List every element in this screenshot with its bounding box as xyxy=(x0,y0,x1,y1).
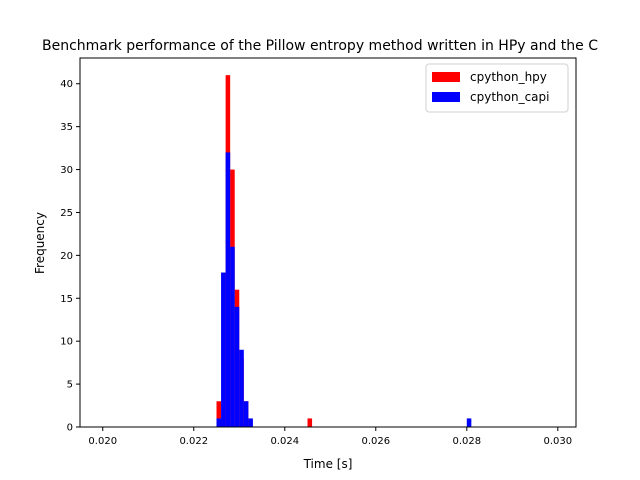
bar-cpython_capi-7 xyxy=(248,418,253,427)
bar-cpython_capi-3 xyxy=(230,246,235,427)
bars-group xyxy=(216,75,472,428)
legend-swatch-cpython_hpy xyxy=(432,72,460,82)
y-tick-label-5: 25 xyxy=(60,208,73,219)
y-tick-label-6: 30 xyxy=(60,165,73,176)
y-tick-label-8: 40 xyxy=(60,79,73,90)
y-tick-label-1: 5 xyxy=(67,380,73,391)
bar-cpython_capi-1 xyxy=(221,272,226,427)
legend-label-cpython_capi: cpython_capi xyxy=(470,90,549,104)
x-axis-label: Time [s] xyxy=(303,457,353,471)
y-axis-ticks: 0 5 10 15 20 25 30 35 40 xyxy=(60,79,80,434)
axes-frame xyxy=(79,57,577,428)
legend-box xyxy=(425,63,569,113)
x-tick-label-0: 0.020 xyxy=(88,436,117,447)
x-axis-ticks: 0.020 0.022 0.024 0.026 0.028 0.030 xyxy=(88,427,572,447)
bar-cpython_hpy-0 xyxy=(216,401,222,427)
legend: cpython_hpy cpython_capi xyxy=(425,63,569,113)
x-tick-label-2: 0.024 xyxy=(270,436,299,447)
y-tick-label-2: 10 xyxy=(60,337,73,348)
y-tick-label-3: 15 xyxy=(60,294,73,305)
x-tick-label-5: 0.030 xyxy=(543,436,572,447)
legend-label-cpython_hpy: cpython_hpy xyxy=(470,70,547,84)
x-tick-label-3: 0.026 xyxy=(361,436,390,447)
bar-cpython_capi-4 xyxy=(234,306,240,427)
bar-cpython_capi-6 xyxy=(243,401,249,427)
x-tick-label-1: 0.022 xyxy=(179,436,208,447)
bar-cpython_capi-2 xyxy=(225,152,231,427)
legend-swatch-cpython_capi xyxy=(432,92,460,102)
y-tick-label-0: 0 xyxy=(67,423,73,434)
chart-title: Benchmark performance of the Pillow entr… xyxy=(42,38,598,54)
bar-cpython_capi-0 xyxy=(216,418,222,427)
bar-cpython_capi-5 xyxy=(239,349,244,427)
y-axis-label: Frequency xyxy=(33,212,47,274)
y-tick-label-4: 20 xyxy=(60,251,73,262)
x-tick-label-4: 0.028 xyxy=(452,436,481,447)
bar-cpython_capi-8 xyxy=(466,418,472,427)
y-tick-label-7: 35 xyxy=(60,122,73,133)
bar-cpython_hpy-7 xyxy=(307,418,313,427)
